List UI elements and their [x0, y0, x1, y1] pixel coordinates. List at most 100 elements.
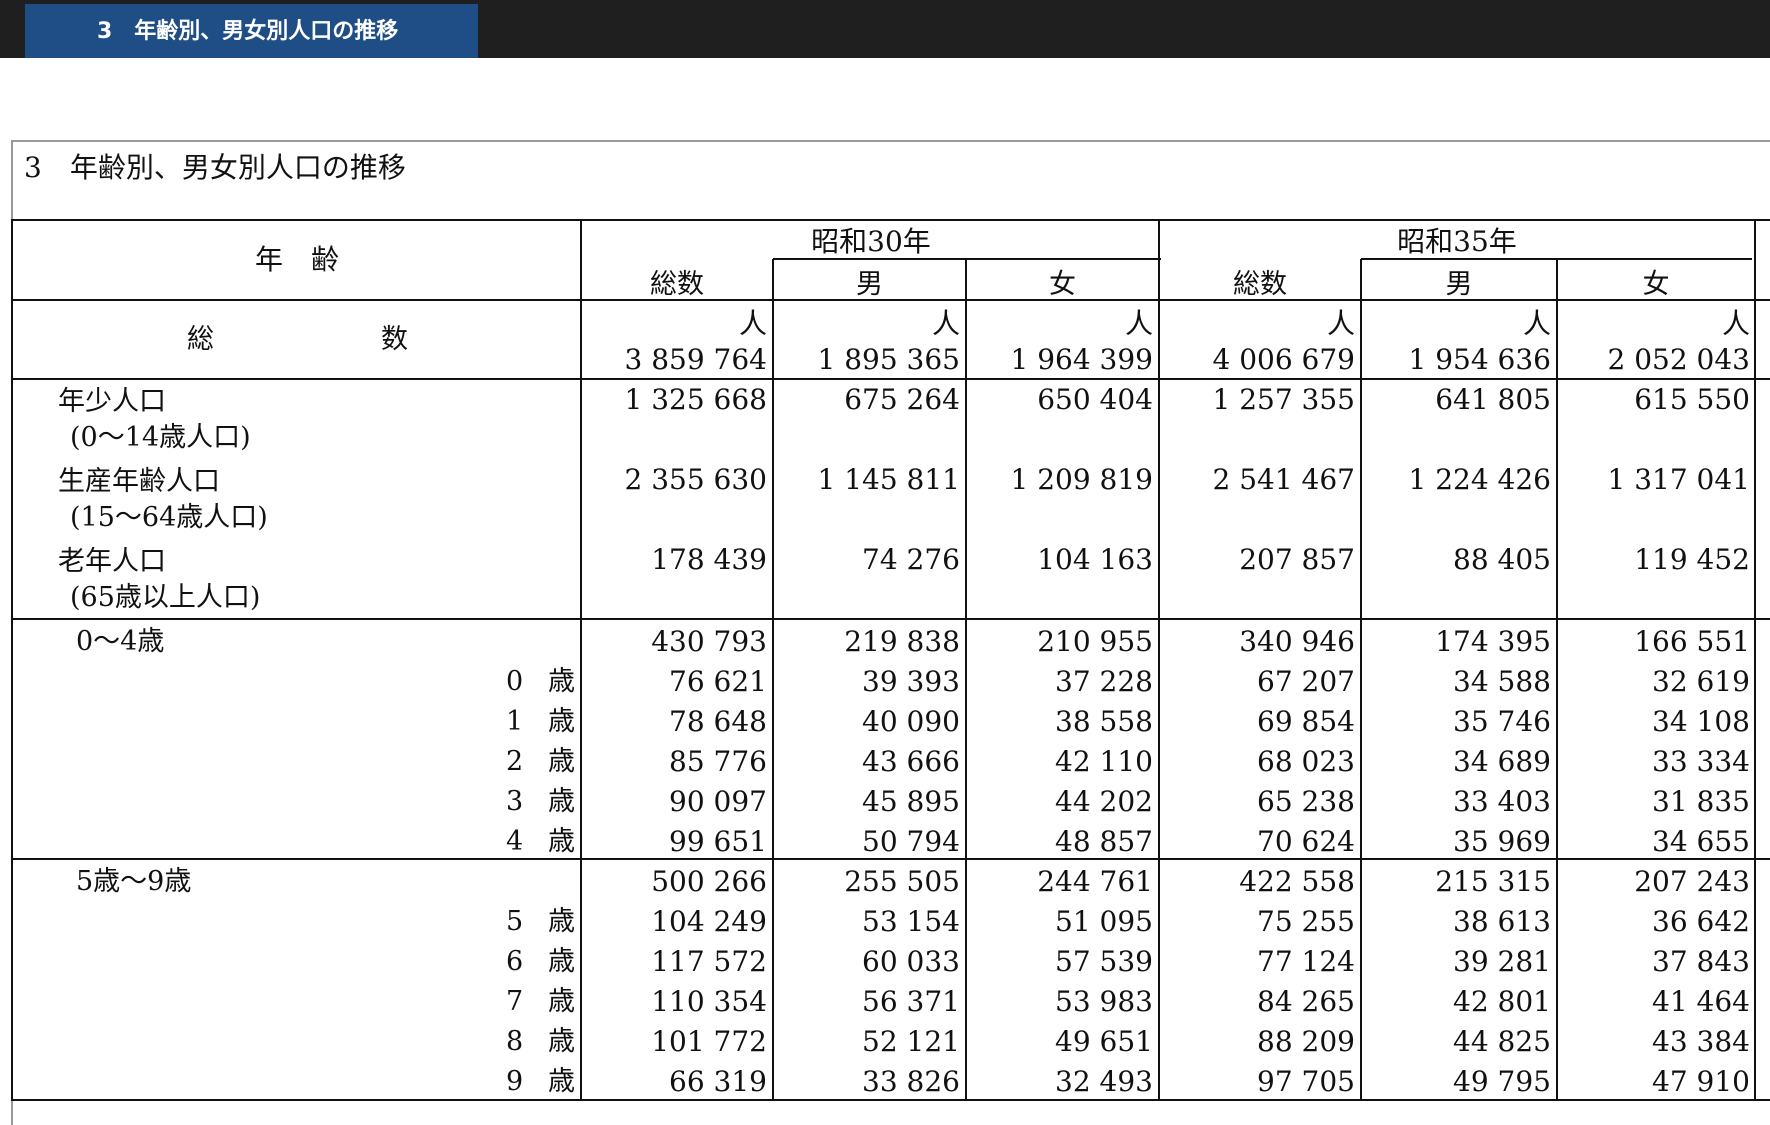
table-row-cell: 34 689	[1453, 745, 1551, 778]
block-label: 5歳〜9歳	[76, 866, 192, 897]
group-row-cell: 104 163	[1037, 543, 1153, 576]
col-header-male-1: 男	[856, 269, 883, 300]
group-row-cell: 1 145 811	[817, 463, 960, 496]
group-label: 老年人口	[58, 546, 166, 577]
totals-cell: 2 052 043	[1607, 343, 1750, 376]
group-row-cell: 675 264	[844, 383, 960, 416]
table-row-cell: 33 826	[862, 1065, 960, 1098]
table-row-cell: 33 403	[1453, 785, 1551, 818]
table-row-cell: 40 090	[862, 705, 960, 738]
table-row-cell: 34 588	[1453, 665, 1551, 698]
age-number: 2	[506, 746, 524, 777]
group-row-cell: 207 857	[1239, 543, 1355, 576]
group-row-cell: 2 355 630	[624, 463, 767, 496]
age-unit: 歳	[548, 746, 575, 777]
group-sublabel: (15〜64歳人口)	[70, 502, 268, 533]
totals-cell: 1 895 365	[817, 343, 960, 376]
group-row-cell: 1 257 355	[1212, 383, 1355, 416]
totals-label-b: 数	[381, 324, 408, 355]
table-row-cell: 66 319	[669, 1065, 767, 1098]
block-label: 0〜4歳	[76, 626, 165, 657]
table-row-cell: 33 334	[1652, 745, 1750, 778]
table-row-cell: 51 095	[1055, 905, 1153, 938]
block-subtotal-cell: 340 946	[1239, 625, 1355, 658]
top-bar: 3 年齢別、男女別人口の推移	[0, 0, 1770, 58]
table-row-cell: 60 033	[862, 945, 960, 978]
table-row-cell: 48 857	[1055, 825, 1153, 858]
totals-cell: 1 964 399	[1010, 343, 1153, 376]
table-row-cell: 84 265	[1257, 985, 1355, 1018]
block-subtotal-cell: 430 793	[651, 625, 767, 658]
group-sublabel: (65歳以上人口)	[70, 582, 261, 613]
age-number: 6	[506, 946, 524, 977]
table-row-cell: 42 110	[1055, 745, 1153, 778]
group-row-cell: 1 325 668	[624, 383, 767, 416]
group-row-cell: 1 224 426	[1408, 463, 1551, 496]
table-row-cell: 42 801	[1453, 985, 1551, 1018]
group-row-cell: 88 405	[1453, 543, 1551, 576]
age-unit: 歳	[548, 1026, 575, 1057]
table-row-cell: 38 613	[1453, 905, 1551, 938]
unit-label: 人	[1721, 307, 1750, 340]
age-number: 1	[506, 706, 524, 737]
section-tab[interactable]: 3 年齢別、男女別人口の推移	[25, 4, 478, 58]
age-number: 3	[506, 786, 524, 817]
table-row-cell: 45 895	[862, 785, 960, 818]
unit-label: 人	[1326, 307, 1355, 340]
table-row-cell: 75 255	[1257, 905, 1355, 938]
table-row-cell: 39 281	[1453, 945, 1551, 978]
table-row-cell: 38 558	[1055, 705, 1153, 738]
age-number: 7	[506, 986, 524, 1017]
age-number: 0	[506, 666, 524, 697]
block-subtotal-cell: 422 558	[1239, 865, 1355, 898]
age-unit: 歳	[548, 826, 575, 857]
table-row-cell: 32 493	[1055, 1065, 1153, 1098]
col-header-male-2: 男	[1445, 269, 1473, 300]
table-row-cell: 90 097	[669, 785, 767, 818]
table-row-cell: 43 666	[862, 745, 960, 778]
table-row-cell: 65 238	[1257, 785, 1355, 818]
table-row-cell: 47 910	[1652, 1065, 1750, 1098]
col-header-female-2: 女	[1642, 269, 1670, 300]
table-row-cell: 37 843	[1652, 945, 1750, 978]
table-row-cell: 53 154	[862, 905, 960, 938]
table-row-cell: 44 825	[1453, 1025, 1551, 1058]
block-subtotal-cell: 174 395	[1435, 625, 1551, 658]
table-row-cell: 52 121	[862, 1025, 960, 1058]
table-row-cell: 76 621	[669, 665, 767, 698]
table-row-cell: 77 124	[1257, 945, 1355, 978]
totals-label-a: 総	[187, 324, 214, 355]
year-header-1: 昭和30年	[811, 225, 931, 258]
age-unit: 歳	[548, 1066, 575, 1097]
age-header: 年 齢	[255, 243, 340, 276]
block-subtotal-cell: 255 505	[844, 865, 960, 898]
table-row-cell: 68 023	[1257, 745, 1355, 778]
totals-cell: 3 859 764	[624, 343, 767, 376]
table-row-cell: 78 648	[669, 705, 767, 738]
age-unit: 歳	[548, 786, 575, 817]
table-row-cell: 41 464	[1652, 985, 1750, 1018]
table-row-cell: 50 794	[862, 825, 960, 858]
table-row-cell: 31 835	[1652, 785, 1750, 818]
table-row-cell: 53 983	[1055, 985, 1153, 1018]
table-row-cell: 70 624	[1257, 825, 1355, 858]
table-row-cell: 69 854	[1257, 705, 1355, 738]
totals-cell: 1 954 636	[1408, 343, 1551, 376]
table-row-cell: 85 776	[669, 745, 767, 778]
table-row-cell: 67 207	[1257, 665, 1355, 698]
age-unit: 歳	[548, 986, 575, 1017]
table-row-cell: 34 655	[1652, 825, 1750, 858]
block-subtotal-cell: 166 551	[1634, 625, 1750, 658]
table-row-cell: 56 371	[862, 985, 960, 1018]
table-row-cell: 36 642	[1652, 905, 1750, 938]
table-row-cell: 39 393	[862, 665, 960, 698]
table-row-cell: 99 651	[669, 825, 767, 858]
page-title: 3 年齢別、男女別人口の推移	[24, 151, 406, 184]
group-label: 生産年齢人口	[58, 466, 220, 497]
group-label: 年少人口	[58, 386, 166, 417]
table-row-cell: 97 705	[1257, 1065, 1355, 1098]
table-row-cell: 117 572	[651, 945, 767, 978]
col-header-total-1: 総数	[650, 269, 704, 300]
col-header-total-2: 総数	[1233, 269, 1287, 300]
age-number: 8	[506, 1026, 524, 1057]
